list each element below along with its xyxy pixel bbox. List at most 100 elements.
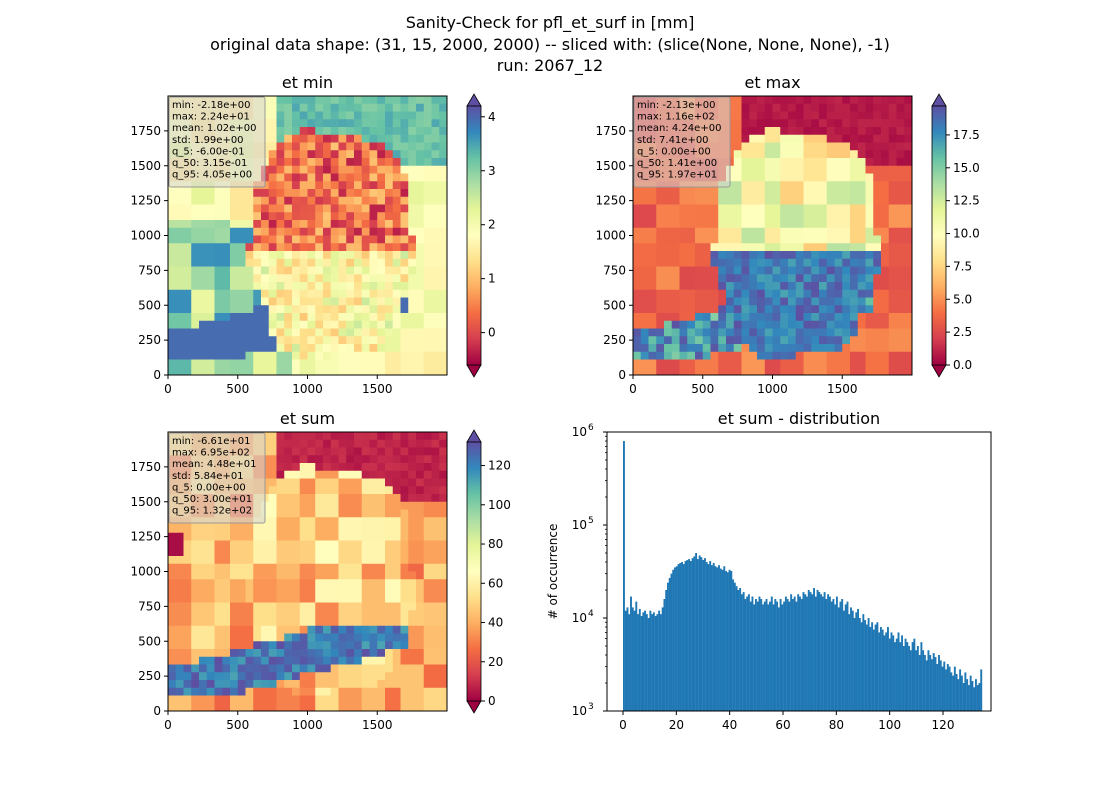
heatmap-cell	[842, 220, 851, 229]
heatmap-cell	[276, 227, 285, 236]
heatmap-cell	[408, 173, 417, 182]
heatmap-cell	[757, 266, 766, 275]
heatmap-cell	[416, 587, 425, 596]
heatmap-cell	[811, 289, 820, 298]
heatmap-cell	[346, 447, 355, 456]
heatmap-cell	[253, 243, 262, 252]
histogram-bar	[927, 650, 930, 711]
heatmap-cell	[423, 212, 432, 221]
heatmap-cell	[439, 289, 448, 298]
heatmap-cell	[416, 470, 425, 479]
heatmap-cell	[741, 235, 750, 244]
heatmap-cell	[168, 274, 177, 283]
heatmap-cell	[416, 618, 425, 627]
heatmap-cell	[369, 680, 378, 689]
histogram-bar	[799, 596, 801, 711]
heatmap-cell	[431, 103, 440, 112]
heatmap-cell	[245, 703, 254, 712]
histogram-bar	[781, 604, 784, 711]
heatmap-cell	[788, 336, 797, 345]
heatmap-cell	[214, 594, 223, 603]
heatmap-cell	[369, 432, 378, 441]
heatmap-cell	[400, 204, 409, 213]
heatmap-cell	[392, 625, 401, 634]
heatmap-cell	[718, 320, 727, 329]
heatmap-cell	[392, 328, 401, 337]
heatmap-cell	[377, 641, 386, 650]
heatmap-cell	[819, 181, 828, 190]
heatmap-cell	[377, 103, 386, 112]
heatmap-cell	[346, 320, 355, 329]
heatmap-cell	[400, 625, 409, 634]
heatmap-cell	[710, 328, 719, 337]
heatmap-cell	[648, 282, 657, 291]
heatmap-cell	[346, 525, 355, 534]
heatmap-cell	[671, 227, 680, 236]
heatmap-cell	[346, 359, 355, 368]
heatmap-cell	[307, 266, 316, 275]
heatmap-cell	[245, 243, 254, 252]
heatmap-cell	[261, 594, 270, 603]
heatmap-cell	[392, 103, 401, 112]
heatmap-cell	[276, 320, 285, 329]
heatmap-cell	[764, 189, 773, 198]
heatmap-cell	[408, 127, 417, 136]
heatmap-cell	[733, 297, 742, 306]
heatmap-cell	[292, 540, 301, 549]
heatmap-cell	[439, 181, 448, 190]
heatmap-cell	[896, 103, 905, 112]
heatmap-cell	[299, 220, 308, 229]
heatmap-cell	[741, 227, 750, 236]
heatmap-cell	[819, 367, 828, 376]
heatmap-cell	[392, 251, 401, 260]
heatmap-cell	[245, 571, 254, 580]
heatmap-cell	[191, 328, 200, 337]
heatmap-cell	[780, 258, 789, 267]
heatmap-cell	[408, 189, 417, 198]
heatmap-cell	[377, 158, 386, 167]
heatmap-cell	[214, 266, 223, 275]
heatmap-cell	[749, 351, 758, 360]
heatmap-cell	[385, 587, 394, 596]
heatmap-cell	[834, 282, 843, 291]
heatmap-cell	[408, 571, 417, 580]
heatmap-cell	[671, 258, 680, 267]
heatmap-cell	[826, 212, 835, 221]
heatmap-cell	[369, 181, 378, 190]
heatmap-cell	[392, 96, 401, 105]
heatmap-cell	[423, 517, 432, 526]
heatmap-cell	[299, 672, 308, 681]
heatmap-cell	[788, 142, 797, 151]
heatmap-cell	[788, 150, 797, 159]
heatmap-cell	[780, 189, 789, 198]
heatmap-cell	[431, 463, 440, 472]
heatmap-cell	[230, 540, 239, 549]
heatmap-cell	[439, 111, 448, 120]
heatmap-cell	[842, 266, 851, 275]
heatmap-cell	[377, 313, 386, 322]
heatmap-cell	[826, 103, 835, 112]
heatmap-cell	[811, 313, 820, 322]
histogram-bar	[735, 586, 738, 711]
heatmap-cell	[718, 243, 727, 252]
heatmap-cell	[757, 320, 766, 329]
heatmap-cell	[175, 305, 184, 314]
heatmap-cell	[206, 532, 215, 541]
heatmap-cell	[648, 220, 657, 229]
heatmap-cell	[648, 251, 657, 260]
heatmap-cell	[679, 220, 688, 229]
heatmap-cell	[315, 320, 324, 329]
histogram-bar	[705, 562, 708, 711]
heatmap-cell	[323, 243, 332, 252]
heatmap-cell	[377, 610, 386, 619]
heatmap-cell	[904, 181, 913, 190]
heatmap-cell	[834, 289, 843, 298]
heatmap-cell	[245, 687, 254, 696]
heatmap-cell	[803, 127, 812, 136]
heatmap-cell	[199, 703, 208, 712]
heatmap-cell	[175, 672, 184, 681]
heatmap-cell	[175, 220, 184, 229]
heatmap-cell	[881, 266, 890, 275]
heatmap-cell	[191, 556, 200, 565]
heatmap-cell	[757, 227, 766, 236]
